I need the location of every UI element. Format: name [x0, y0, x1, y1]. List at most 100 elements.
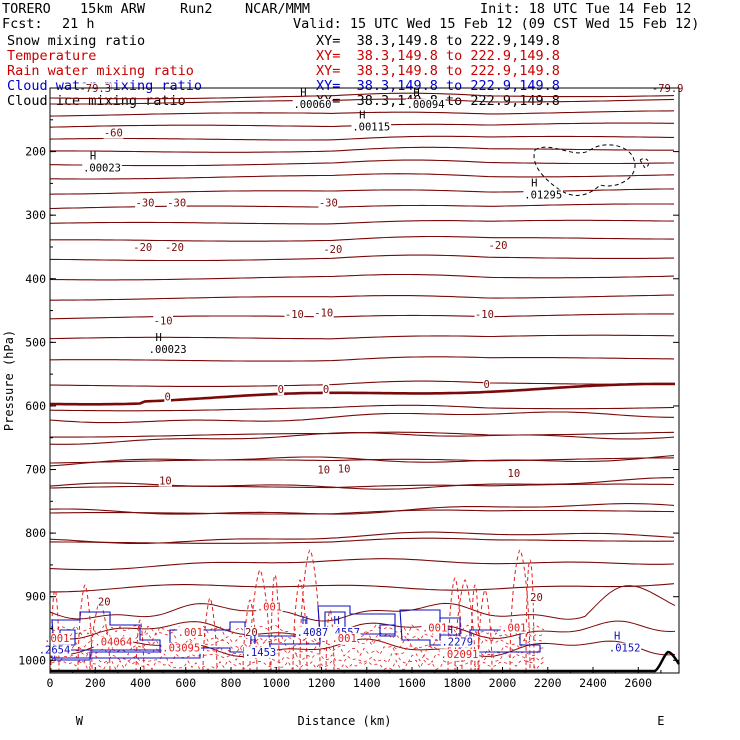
- field-rain-name: Rain water mixing ratio: [7, 63, 194, 79]
- cloudwater-contour: [51, 611, 161, 661]
- x-tick-label: 2000: [489, 676, 517, 690]
- isotherm-line: [50, 294, 674, 301]
- isotherm-label: 0: [323, 384, 329, 396]
- isotherm-label-bg: [244, 626, 258, 638]
- isotherm-label: -60: [104, 128, 123, 140]
- x-tick-label: 800: [221, 676, 242, 690]
- field-snow-name: Snow mixing ratio: [7, 33, 146, 49]
- ice-contours: [533, 144, 650, 196]
- isotherm-label-bg: [284, 308, 305, 320]
- snow-max-label: .00023: [149, 344, 187, 356]
- isotherm-line: [49, 110, 675, 117]
- rain-max-label-bg: [256, 601, 283, 613]
- x-tick-label: 600: [175, 676, 196, 690]
- isotherm-label-bg: [474, 308, 495, 320]
- west-endpoint-label: W: [76, 714, 84, 728]
- snow-max-label-h: H: [155, 332, 161, 344]
- isotherm-line: [50, 98, 675, 105]
- rain-contour: [202, 597, 218, 673]
- isotherm-line: [49, 585, 676, 622]
- isotherm-label: 0: [484, 379, 490, 391]
- cloudwater-contour: [379, 624, 396, 637]
- cloudwater-max-label-bg: [295, 626, 329, 638]
- rain-contour: [51, 659, 545, 671]
- rain-max-label: .001: [501, 622, 526, 634]
- x-tick-label: 1200: [308, 676, 336, 690]
- cloudwater-max-label-h: H: [250, 635, 256, 647]
- isotherm-label-bg: [153, 315, 174, 327]
- isotherm-label: 20: [98, 596, 111, 608]
- isotherm-line: [49, 503, 675, 515]
- isotherm-label: 10: [338, 463, 351, 475]
- rain-max-label-bg: [161, 642, 202, 654]
- cloudwater-max-label-bg: [440, 636, 474, 648]
- isotherm-label-bg: [507, 467, 521, 479]
- rain-contour: [51, 645, 545, 657]
- isotherm-label: -20: [133, 242, 152, 254]
- isotherm-label: -79.9: [652, 83, 684, 95]
- isotherm-line: [49, 638, 676, 657]
- y-tick-label: 700: [25, 463, 46, 477]
- isotherm-line: [49, 509, 675, 515]
- isotherm-line: [50, 235, 674, 242]
- isotherm-line: [50, 173, 675, 180]
- isotherm-label-bg: [164, 391, 171, 403]
- y-axis-title: Pressure (hPa): [2, 330, 16, 431]
- x-tick-label: 1800: [443, 676, 471, 690]
- isotherm-label-bg: [164, 242, 185, 254]
- cloudwater-max-label: .4087: [297, 627, 329, 639]
- snow-max-label-bg: [147, 343, 188, 355]
- x-tick-label: 2200: [534, 676, 562, 690]
- snow-max-label-h: H: [300, 87, 306, 99]
- rain-max-label-bg: [500, 622, 528, 634]
- rain-contour: [135, 619, 145, 673]
- isotherm-label: -10: [285, 309, 304, 321]
- rain-contour: [470, 584, 480, 673]
- isotherm-line: [50, 254, 674, 262]
- y-tick-label: 500: [25, 335, 46, 349]
- isotherm-label-bg: [135, 197, 155, 209]
- cloudwater-max-label: .1453: [245, 647, 277, 659]
- cloudwater-max-label-h: H: [333, 615, 339, 627]
- x-tick-label: 1400: [353, 676, 381, 690]
- x-tick-label: 0: [47, 676, 54, 690]
- isotherm-label: -79.3: [79, 83, 111, 95]
- model-run: Run2: [180, 1, 213, 17]
- isotherm-line: [50, 380, 674, 387]
- snow-max-label-bg: [405, 99, 446, 111]
- field-rain-xy: XY= 38.3,149.8 to 222.9,149.8: [316, 63, 560, 79]
- rain-contour: [525, 559, 535, 673]
- isotherm-label-bg: [318, 197, 339, 209]
- x-tick-label: 2600: [624, 676, 652, 690]
- ice-max-label-h: H: [531, 177, 537, 189]
- rain-contour: [454, 579, 476, 673]
- rain-max-label: .001: [331, 633, 356, 645]
- y-tick-label: 600: [25, 399, 46, 413]
- isotherm-label: -20: [323, 244, 342, 256]
- x-tick-label: 1600: [398, 676, 426, 690]
- isotherm-line: [49, 404, 675, 412]
- snow-max-label: .00115: [352, 121, 390, 133]
- isotherm-line: [50, 356, 675, 362]
- valid-time: Valid: 15 UTC Wed 15 Feb 12 (09 CST Wed …: [293, 16, 700, 32]
- rain-contour: [51, 624, 545, 636]
- rain-contour: [249, 569, 271, 673]
- field-temperature-xy: XY= 38.3,149.8 to 222.9,149.8: [316, 48, 560, 64]
- cloudwater-max-label-h: H: [302, 615, 308, 627]
- isotherm-line: [49, 483, 675, 489]
- isotherm-label-bg: [97, 596, 111, 608]
- field-temperature-name: Temperature: [7, 48, 97, 64]
- isotherm-line: [49, 135, 674, 141]
- x-tick-label: 2400: [579, 676, 607, 690]
- rain-max-label: .001: [257, 601, 282, 613]
- isotherm-line: [49, 531, 675, 544]
- cloudwater-max-label-bg: [243, 647, 277, 659]
- isotherm-line: [50, 583, 675, 593]
- isotherm-label: -30: [319, 198, 338, 210]
- plot-border: [49, 87, 680, 674]
- isotherm-label-bg: [483, 378, 490, 390]
- isotherm-label-bg: [78, 83, 112, 95]
- rain-contour: [77, 584, 93, 673]
- rain-max-label: .02091: [441, 649, 479, 661]
- isotherm-label-bg: [166, 197, 187, 209]
